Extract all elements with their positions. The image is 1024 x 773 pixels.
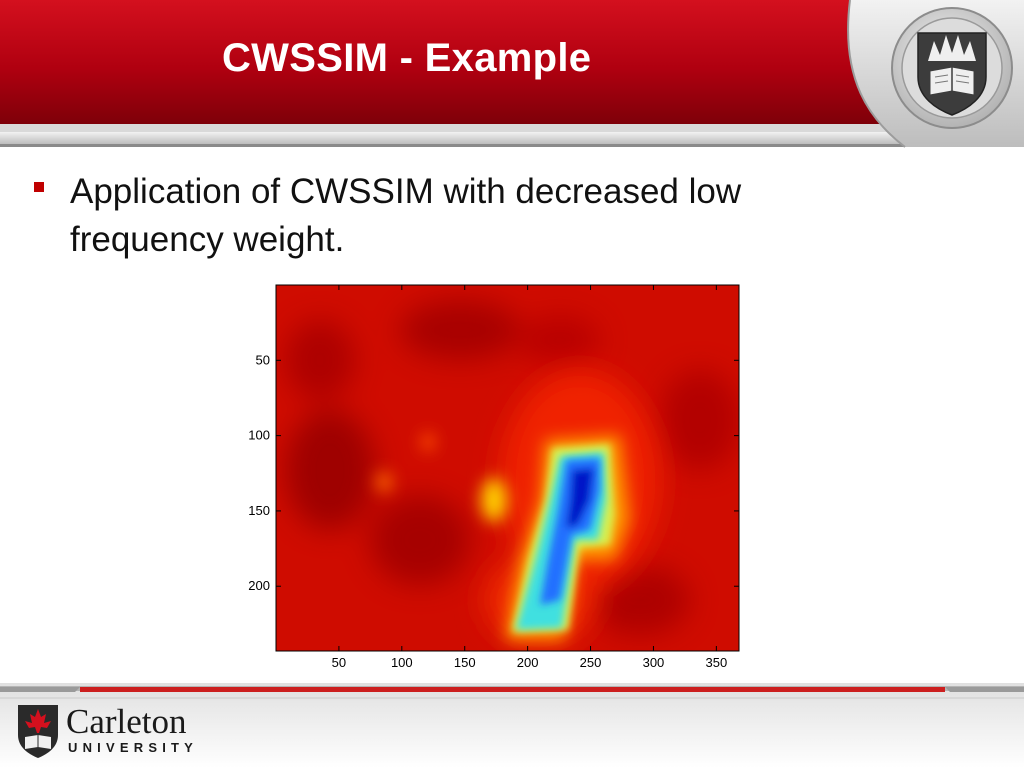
y-tick-label: 150 <box>248 503 270 518</box>
bullet-square-icon <box>34 182 44 192</box>
bullet-text: Application of CWSSIM with decreased low… <box>70 172 742 259</box>
logo-wordmark: Carleton <box>66 702 187 741</box>
x-axis: 50 100 150 200 250 300 350 <box>332 285 728 670</box>
x-tick-label: 350 <box>706 655 728 670</box>
slide-footer <box>0 683 1024 768</box>
x-tick-label: 250 <box>580 655 602 670</box>
x-tick-label: 200 <box>517 655 539 670</box>
x-tick-label: 150 <box>454 655 476 670</box>
plot-frame <box>275 284 740 652</box>
y-tick-label: 100 <box>248 428 270 443</box>
y-axis: 50 100 150 200 <box>248 352 739 593</box>
y-tick-label: 50 <box>256 352 270 367</box>
slide-title: CWSSIM - Example <box>222 36 592 80</box>
x-tick-label: 100 <box>391 655 413 670</box>
heatmap-image <box>276 285 739 651</box>
logo-subtitle: UNIVERSITY <box>68 740 199 755</box>
footer-banner <box>0 683 1024 768</box>
maple-leaf-shield-icon <box>18 705 58 758</box>
university-crest-icon <box>891 7 1013 129</box>
y-tick-label: 200 <box>248 578 270 593</box>
x-tick-label: 50 <box>332 655 346 670</box>
heatmap-figure: 50 100 150 200 250 300 350 50 100 150 200 <box>248 284 740 670</box>
x-tick-label: 300 <box>643 655 665 670</box>
slide-header: CWSSIM - Example <box>0 0 1024 150</box>
